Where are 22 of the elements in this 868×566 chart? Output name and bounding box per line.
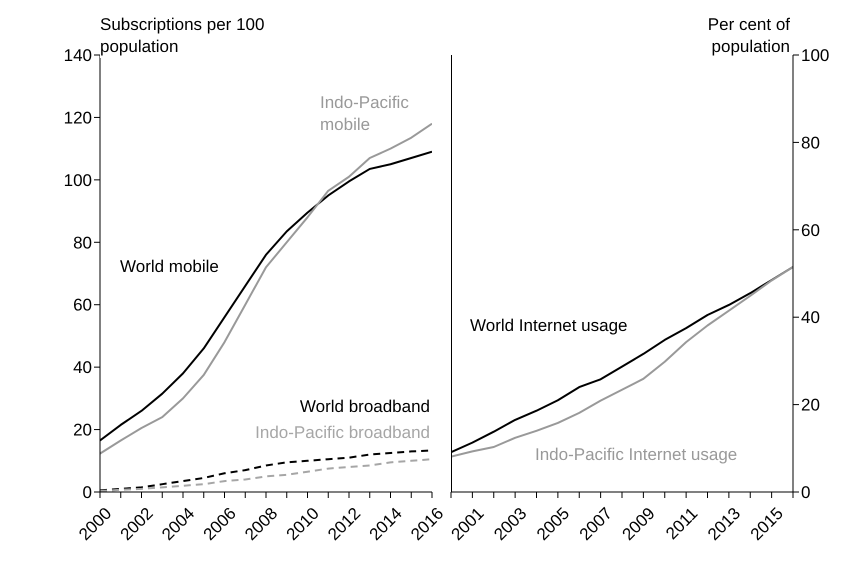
- y2-tick-label: 0: [801, 483, 810, 502]
- y2-tick-label: 100: [801, 46, 830, 66]
- series-label: World Internet usage: [470, 315, 628, 337]
- series-label: World mobile: [120, 256, 220, 278]
- series-label: Indo-Pacific mobile: [320, 92, 410, 136]
- y2-axis-title: Per cent of population: [660, 14, 790, 58]
- series-label: Indo-Pacific Internet usage: [535, 444, 738, 466]
- y-tick-label: 120: [64, 108, 92, 128]
- y-tick-label: 0: [82, 483, 92, 502]
- y2-tick-label: 40: [801, 308, 820, 328]
- y-tick-label: 80: [73, 233, 92, 252]
- y2-tick-label: 80: [801, 133, 820, 152]
- y2-tick-label: 20: [801, 396, 820, 415]
- y-tick-label: 20: [73, 420, 92, 440]
- y2-tick-label: 60: [801, 220, 820, 240]
- y-tick-label: 140: [64, 46, 92, 66]
- y-tick-label: 40: [73, 358, 92, 378]
- y-tick-label: 100: [64, 170, 92, 190]
- y-tick-label: 60: [73, 296, 92, 315]
- series-label: Indo-Pacific broadband: [254, 422, 430, 444]
- y-axis-title: Subscriptions per 100 population: [100, 14, 300, 58]
- text: World broadband: [298, 396, 430, 418]
